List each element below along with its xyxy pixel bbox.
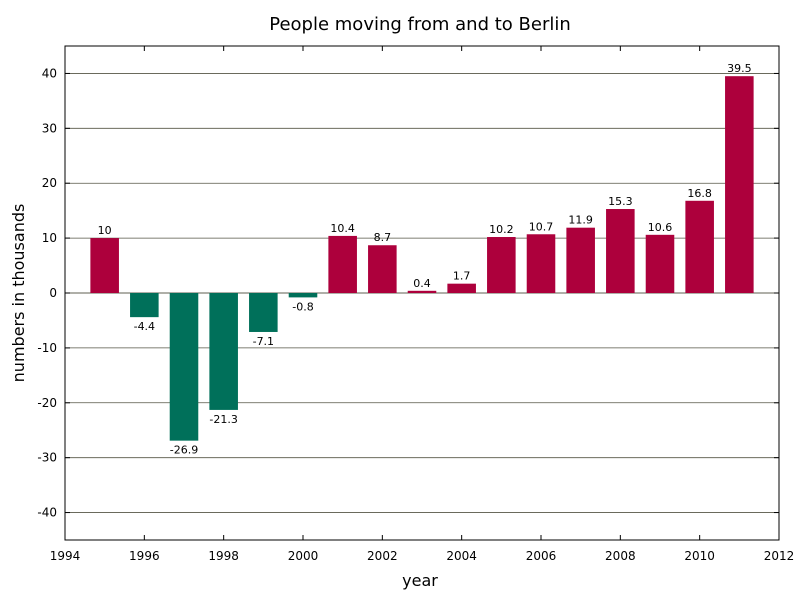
data-label-2003: 0.4	[413, 277, 431, 290]
x-axis-label: year	[402, 571, 438, 590]
x-tick-label: 2010	[684, 549, 715, 563]
data-label-2004: 1.7	[453, 270, 471, 283]
bar-2004	[447, 283, 476, 293]
y-tick-label: 30	[42, 121, 57, 135]
bar-1996	[130, 293, 159, 318]
data-label-2006: 10.7	[529, 220, 554, 233]
y-tick-label: 0	[49, 286, 57, 300]
x-axis-ticks: 1994 1996 1998 2000 2002 2004 2006 2008 2010 2012	[50, 46, 795, 563]
data-label-1999: -7.1	[253, 335, 274, 348]
x-tick-label: 1998	[208, 549, 239, 563]
bar-1995	[90, 238, 119, 293]
data-label-2011: 39.5	[727, 62, 752, 75]
data-label-2010: 16.8	[687, 187, 712, 200]
chart-title: People moving from and to Berlin	[269, 14, 571, 35]
bars	[90, 76, 754, 441]
x-tick-label: 2002	[367, 549, 398, 563]
bar-2011	[725, 76, 754, 293]
y-axis-label: numbers in thousands	[9, 204, 28, 383]
bar-1999	[249, 293, 278, 332]
y-axis-ticks: -40 -30 -20 -10 0 10 20 30 40	[37, 66, 779, 520]
x-tick-label: 2012	[764, 549, 795, 563]
y-tick-label: 40	[42, 66, 57, 80]
x-tick-label: 1996	[129, 549, 160, 563]
bar-2007	[566, 227, 595, 293]
y-tick-label: -20	[37, 396, 57, 410]
bar-2000	[288, 293, 318, 298]
x-tick-label: 2008	[605, 549, 636, 563]
data-label-2008: 15.3	[608, 195, 633, 208]
data-label-1996: -4.4	[134, 320, 155, 333]
y-tick-label: -30	[37, 451, 57, 465]
data-label-1997: -26.9	[170, 444, 198, 457]
x-tick-label: 2000	[288, 549, 319, 563]
x-tick-label: 1994	[50, 549, 81, 563]
bar-2009	[645, 234, 675, 293]
data-label-2005: 10.2	[489, 223, 514, 236]
y-tick-label: 10	[42, 231, 57, 245]
data-label-2007: 11.9	[568, 214, 593, 227]
data-label-2001: 10.4	[330, 222, 355, 235]
bar-2006	[526, 234, 556, 293]
bar-2002	[368, 245, 397, 293]
data-label-1998: -21.3	[209, 413, 237, 426]
y-tick-label: 20	[42, 176, 57, 190]
y-tick-label: -10	[37, 341, 57, 355]
x-tick-label: 2006	[526, 549, 557, 563]
data-labels: 10 -4.4 -26.9 -21.3 -7.1 -0.8 10.4 8.7 0.4 1.7 10.…	[98, 62, 752, 456]
bar-2010	[685, 200, 714, 293]
data-label-2000: -0.8	[292, 300, 313, 313]
data-label-1995: 10	[98, 224, 112, 237]
data-label-2009: 10.6	[648, 221, 673, 234]
x-tick-label: 2004	[446, 549, 477, 563]
bar-1998	[209, 293, 238, 410]
bar-2005	[487, 237, 516, 293]
bar-2001	[328, 235, 357, 293]
bar-2003	[407, 290, 437, 293]
bar-2008	[606, 209, 635, 293]
data-label-2002: 8.7	[374, 231, 392, 244]
bar-1997	[169, 293, 199, 441]
y-tick-label: -40	[37, 506, 57, 520]
